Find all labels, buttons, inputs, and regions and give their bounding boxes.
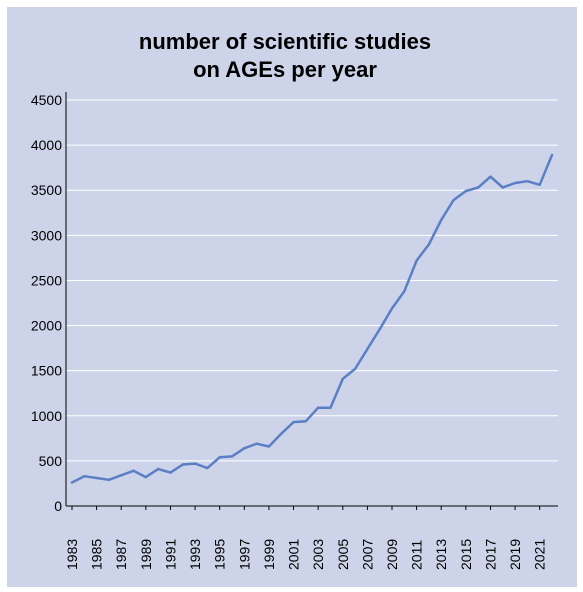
data-point — [526, 180, 529, 183]
x-tick-label: 1983 — [64, 539, 80, 570]
y-tick-label: 4500 — [31, 92, 62, 108]
x-tick-label: 2007 — [359, 539, 375, 570]
x-tick-label: 1989 — [138, 539, 154, 570]
series-line — [70, 153, 554, 484]
data-point — [464, 189, 468, 193]
data-point — [538, 183, 541, 187]
x-tick-label: 2021 — [532, 539, 548, 570]
data-point — [255, 442, 258, 445]
data-point — [181, 463, 184, 466]
x-tick-label: 2001 — [286, 539, 302, 570]
data-point — [427, 243, 431, 246]
data-point — [378, 327, 381, 331]
data-point — [316, 406, 320, 409]
data-point — [144, 475, 148, 479]
data-point — [280, 432, 283, 436]
y-tick-label: 2500 — [31, 272, 62, 288]
data-point — [267, 445, 271, 448]
y-tick-label: 4000 — [31, 137, 62, 153]
data-point — [489, 175, 492, 178]
x-tick-label: 1999 — [261, 539, 277, 570]
y-tick-label: 0 — [54, 498, 62, 514]
data-point — [550, 153, 554, 157]
data-point — [501, 186, 504, 189]
data-point — [292, 420, 295, 424]
data-point — [403, 290, 406, 293]
y-tick-label: 1000 — [31, 408, 62, 424]
x-tick-label: 2011 — [409, 540, 425, 570]
y-tick-label: 1500 — [31, 363, 62, 379]
data-point — [341, 377, 344, 380]
x-tick-label: 2003 — [310, 539, 326, 570]
x-tick-label: 2009 — [384, 539, 400, 570]
data-point — [390, 307, 394, 310]
data-point — [440, 218, 443, 222]
x-tick-label: 2019 — [507, 539, 523, 570]
chart-title: number of scientific studies on AGEs per… — [100, 28, 470, 84]
x-tick-label: 1995 — [212, 539, 228, 570]
chart-panel — [7, 7, 577, 587]
data-point — [95, 476, 98, 480]
data-point — [452, 198, 455, 202]
chart-title-line-1: number of scientific studies — [138, 29, 432, 54]
y-tick-label: 500 — [39, 453, 63, 469]
chart-title-line-2: on AGEs per year — [193, 57, 377, 82]
data-point — [243, 447, 246, 450]
data-point — [70, 481, 74, 484]
data-point — [353, 367, 357, 371]
data-point — [415, 259, 418, 262]
data-point — [83, 475, 86, 478]
x-tick-label: 2005 — [335, 539, 351, 570]
x-tick-label: 1985 — [89, 539, 105, 570]
data-point — [193, 462, 197, 465]
data-point — [156, 467, 160, 471]
x-tick-label: 2015 — [458, 539, 474, 570]
x-tick-label: 2013 — [433, 539, 449, 570]
data-point — [218, 456, 221, 459]
x-tick-label: 1997 — [236, 539, 252, 570]
data-point — [120, 474, 123, 477]
data-point — [329, 406, 332, 409]
data-point — [304, 419, 308, 423]
data-point — [169, 471, 172, 474]
data-point — [107, 478, 111, 482]
x-tick-label: 2017 — [482, 539, 498, 570]
x-tick-label: 1987 — [113, 539, 129, 570]
data-point — [513, 181, 517, 185]
data-point — [206, 466, 209, 470]
data-point — [132, 469, 135, 473]
y-tick-label: 3000 — [31, 227, 62, 243]
y-tick-label: 2000 — [31, 318, 62, 334]
y-tick-label: 3500 — [31, 182, 62, 198]
x-tick-label: 1993 — [187, 539, 203, 570]
data-point — [230, 455, 234, 458]
x-tick-label: 1991 — [162, 539, 178, 570]
data-point — [366, 347, 369, 351]
data-point — [476, 186, 480, 189]
